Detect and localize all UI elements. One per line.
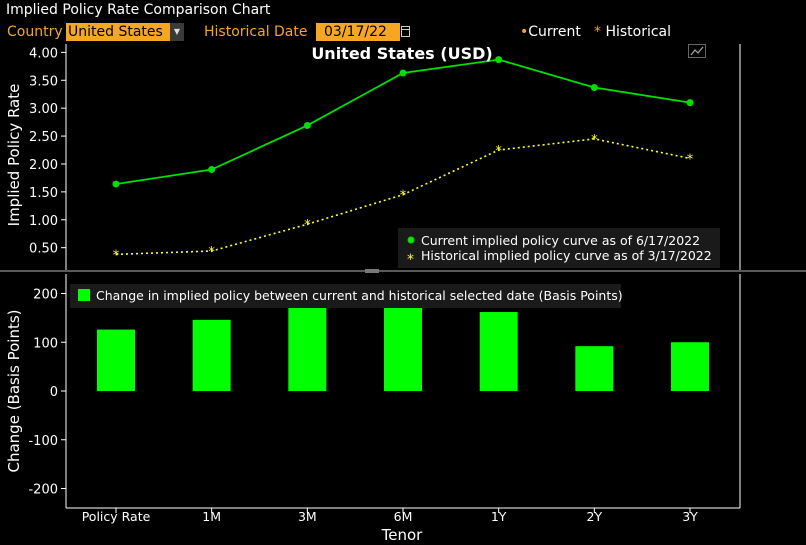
chart-type-icon[interactable]: [688, 44, 706, 58]
legend-historical[interactable]: * Historical: [594, 22, 671, 42]
series-layer: * * * * * * *: [97, 56, 709, 391]
historical-date-label: Historical Date: [204, 24, 308, 40]
lines-legend: Current implied policy curve as of 6/17/…: [398, 228, 720, 268]
legend-historical-label: Historical: [605, 24, 672, 40]
upper-y-tick-label: 1.00: [29, 214, 58, 229]
chart-title: United States (USD): [311, 44, 492, 63]
x-tick-label: 2Y: [587, 509, 603, 524]
change-bar: [671, 342, 709, 391]
x-tick-label: 1M: [202, 509, 221, 524]
change-bar: [97, 329, 135, 391]
bars-legend: Change in implied policy between current…: [70, 284, 623, 308]
current-point: [590, 84, 598, 92]
upper-y-tick-label: 1.50: [29, 186, 58, 201]
historical-date-input[interactable]: 03/17/22: [316, 23, 400, 41]
lines-legend-current-label: Current implied policy curve as of 6/17/…: [421, 233, 700, 248]
current-line: [115, 58, 691, 185]
country-dropdown[interactable]: United States ▼: [66, 23, 184, 41]
lower-axes: -200 -100 0 100 200 Policy Rate 1M 3M 6M 1Y 2Y 3Y: [28, 274, 741, 524]
change-bar: [575, 346, 614, 391]
bars-legend-bg: [70, 284, 621, 308]
upper-y-tick-label: 2.50: [29, 130, 58, 145]
upper-y-tick-label: 0.50: [29, 242, 58, 257]
upper-y-axis-label: Implied Policy Rate: [5, 84, 23, 227]
current-point: [208, 166, 216, 174]
upper-y-tick-label: 3.00: [29, 102, 58, 117]
lower-y-tick-label: 200: [33, 288, 58, 303]
upper-y-tick-label: 3.50: [29, 74, 58, 89]
chevron-down-icon[interactable]: ▼: [170, 23, 184, 41]
lower-y-tick-label: -200: [28, 483, 58, 498]
x-tick-label: 1Y: [491, 509, 507, 524]
upper-y-tick-label: 4.00: [29, 46, 58, 61]
upper-y-tick-label: 2.00: [29, 158, 58, 173]
lines-legend-historical-marker: *: [407, 252, 414, 268]
lower-y-tick-label: 100: [33, 336, 58, 351]
change-bar: [479, 312, 518, 391]
upper-axes: 0.50 1.00 1.50 2.00 2.50 3.00 3.50 4.00: [29, 44, 741, 270]
bars-legend-swatch: [78, 289, 90, 301]
legend-current[interactable]: •Current: [520, 22, 581, 42]
window-title: Implied Policy Rate Comparison Chart: [6, 2, 271, 18]
historical-point: *: [113, 248, 120, 263]
lower-y-tick-label: -100: [28, 434, 58, 449]
lines-legend-bg: [398, 228, 720, 268]
legend-current-label: Current: [528, 24, 581, 40]
bars-legend-label: Change in implied policy between current…: [96, 288, 623, 303]
lower-y-tick-label: 0: [50, 385, 58, 400]
current-point: [686, 99, 694, 107]
x-axis-label: Tenor: [381, 526, 424, 544]
country-label: Country: [7, 24, 63, 40]
change-bar: [192, 319, 231, 391]
historical-point: *: [495, 144, 502, 159]
legend-historical-marker: *: [594, 24, 601, 40]
historical-point: *: [591, 133, 598, 148]
historical-point: *: [400, 189, 407, 204]
x-tick-label: 3M: [298, 509, 317, 524]
current-point: [303, 121, 311, 129]
lower-y-axis-label: Change (Basis Points): [5, 309, 23, 472]
current-point: [112, 180, 120, 188]
controls-bar: Country United States ▼ Historical Date …: [0, 22, 806, 42]
legend-current-marker: •: [520, 24, 529, 40]
current-point: [399, 69, 407, 77]
historical-date-value: 03/17/22: [324, 24, 387, 40]
current-point: [495, 56, 503, 64]
x-tick-label: 3Y: [682, 509, 698, 524]
historical-point: *: [208, 245, 215, 260]
calendar-icon[interactable]: [401, 26, 410, 37]
x-tick-label: 6M: [394, 509, 413, 524]
country-value: United States: [68, 24, 163, 40]
lines-legend-current-marker: [407, 236, 415, 244]
x-tick-label: Policy Rate: [82, 509, 151, 524]
historical-point: *: [304, 218, 311, 233]
lines-legend-historical-label: Historical implied policy curve as of 3/…: [421, 248, 712, 263]
pane-divider-handle[interactable]: [365, 269, 379, 273]
historical-point: *: [687, 152, 694, 167]
historical-line: [115, 138, 691, 256]
change-bar: [288, 304, 327, 391]
